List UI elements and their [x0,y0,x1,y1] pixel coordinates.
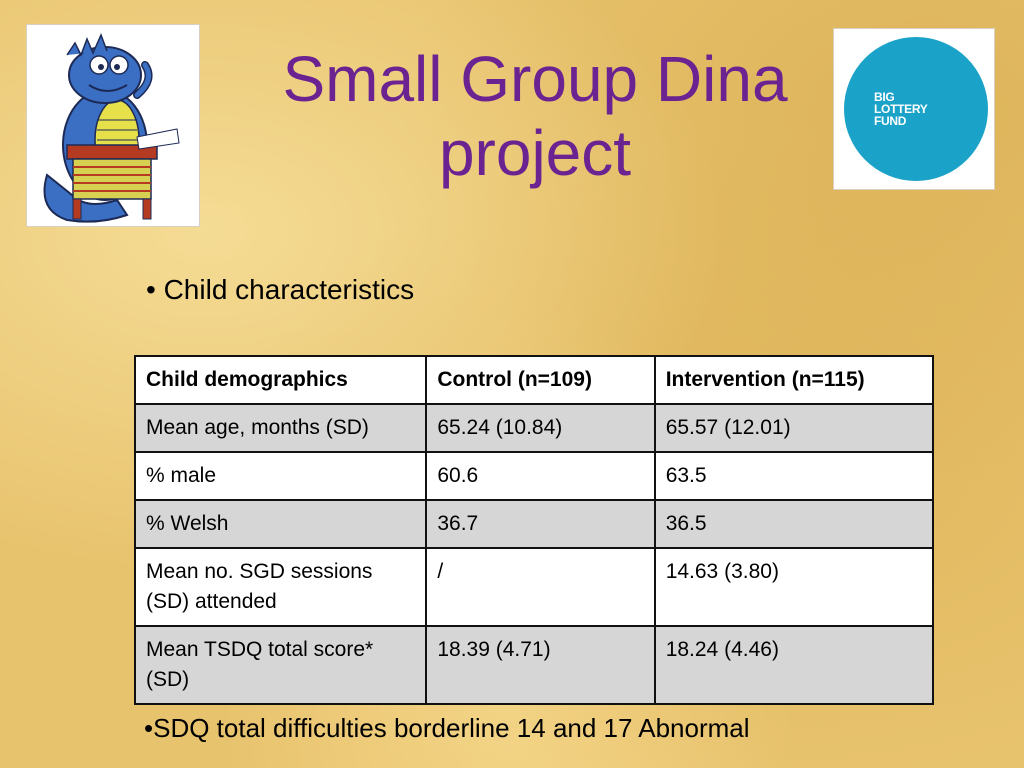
header-cell: Intervention (n=115) [653,355,935,405]
table-row: Mean no. SGD sessions (SD) attended / 14… [133,547,935,627]
dinosaur-logo [26,24,200,227]
table-cell: 18.39 (4.71) [425,625,656,705]
lottery-logo-text: BIG LOTTERY FUND [874,90,928,128]
table-cell: % Welsh [133,499,428,549]
table-cell: Mean no. SGD sessions (SD) attended [133,547,428,627]
table-cell: 65.57 (12.01) [653,403,935,453]
table-row: Mean age, months (SD) 65.24 (10.84) 65.5… [133,403,935,453]
header-cell: Control (n=109) [425,355,656,405]
table-cell: Mean age, months (SD) [133,403,428,453]
table-cell: 14.63 (3.80) [653,547,935,627]
table-row: % male 60.6 63.5 [133,451,935,501]
dinosaur-icon [43,33,180,223]
table-cell: 63.5 [653,451,935,501]
table-row: Mean TSDQ total score* (SD) 18.39 (4.71)… [133,625,935,705]
table-cell: 18.24 (4.46) [653,625,935,705]
table-cell: 65.24 (10.84) [425,403,656,453]
lottery-circle-icon [844,37,988,181]
table-cell: 60.6 [425,451,656,501]
table-cell: 36.5 [653,499,935,549]
bullet-child-characteristics: • Child characteristics [146,274,415,305]
table-cell: Mean TSDQ total score* (SD) [133,625,428,705]
table-header-row: Child demographics Control (n=109) Inter… [133,355,935,405]
footnote-sdq: •SDQ total difficulties borderline 14 an… [144,713,750,743]
table-cell: % male [133,451,428,501]
table-row: % Welsh 36.7 36.5 [133,499,935,549]
header-cell: Child demographics [133,355,428,405]
big-lottery-fund-logo: BIG LOTTERY FUND [833,28,995,190]
table-cell: / [425,547,656,627]
slide-title: Small Group Dina project [282,43,788,189]
table-cell: 36.7 [425,499,656,549]
demographics-table: Child demographics Control (n=109) Inter… [133,355,935,705]
